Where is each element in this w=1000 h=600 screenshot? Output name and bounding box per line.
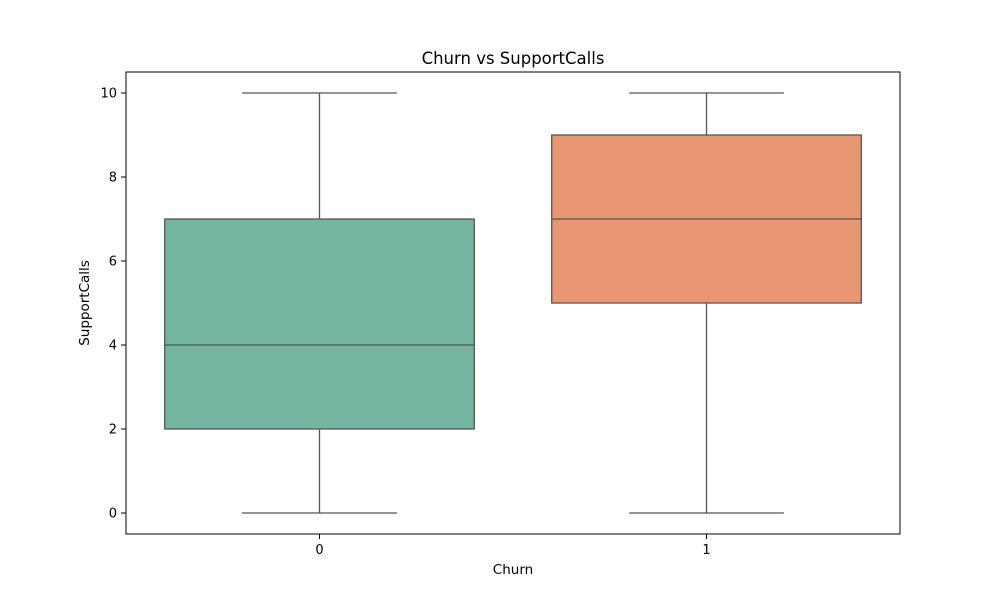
y-axis-title: SupportCalls [77, 260, 93, 346]
x-axis-title: Churn [493, 562, 533, 578]
plot-frame [125, 71, 901, 535]
y-tick-label: 8 [109, 171, 117, 186]
box-group-0 [164, 92, 475, 514]
y-tick-label: 10 [100, 87, 117, 102]
x-tick-label: 1 [702, 543, 710, 558]
x-tick-label: 0 [315, 543, 323, 558]
plot-area [164, 92, 862, 514]
box-group-1 [551, 92, 862, 514]
y-tick-label: 2 [109, 423, 117, 438]
box-iqr [164, 218, 475, 430]
y-axis: 0 2 4 6 8 10 [100, 87, 126, 522]
y-tick-label: 4 [109, 339, 117, 354]
chart-title: Churn vs SupportCalls [422, 49, 605, 68]
y-tick-label: 6 [109, 255, 117, 270]
y-tick-label: 0 [109, 507, 117, 522]
